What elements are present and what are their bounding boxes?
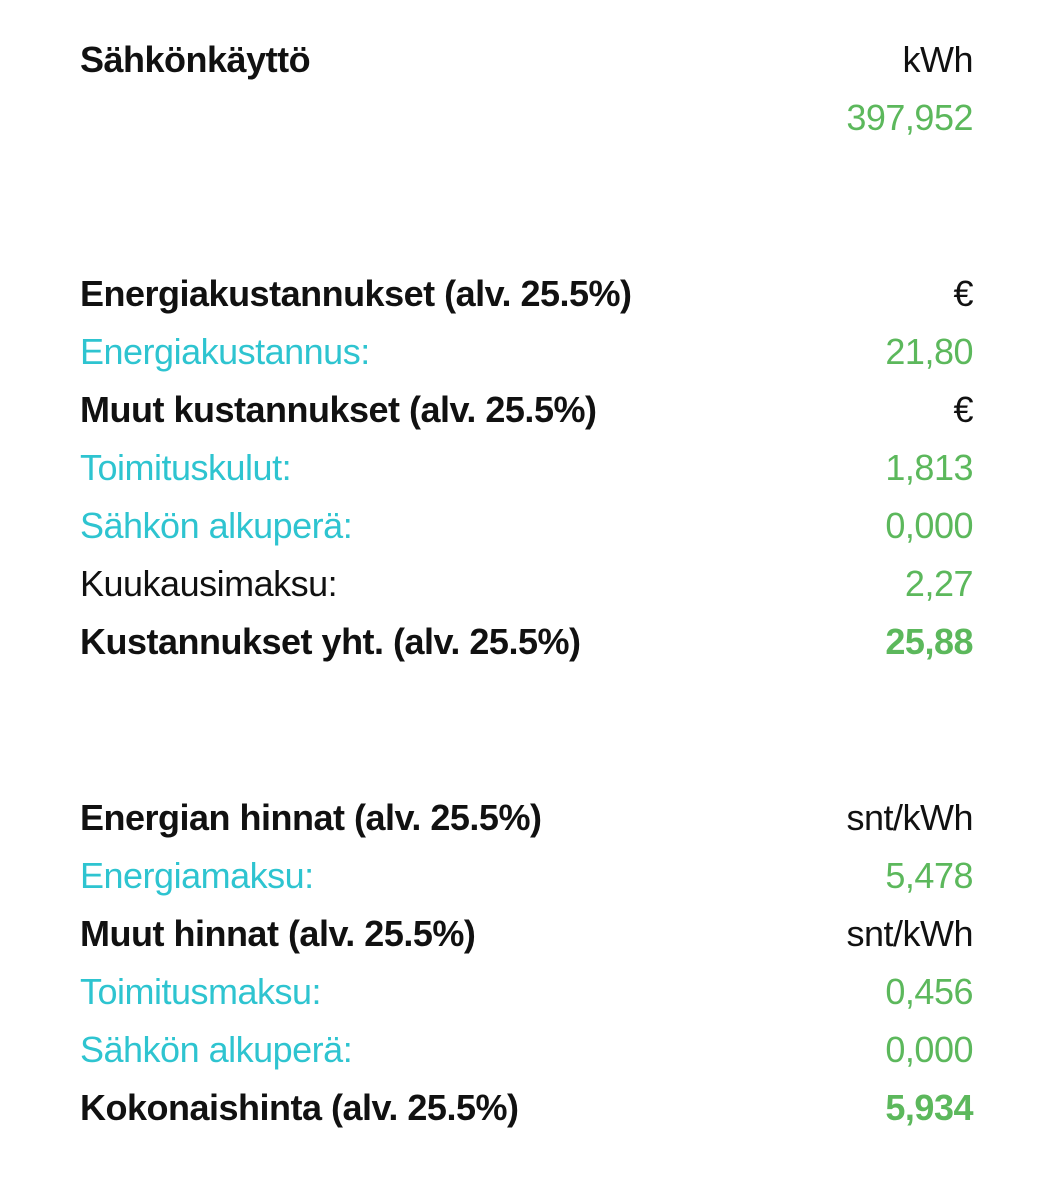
energy-cost-label[interactable]: Energiakustannus: bbox=[80, 331, 370, 372]
total-costs-label: Kustannukset yht. (alv. 25.5%) bbox=[80, 621, 581, 662]
consumption-unit: kWh bbox=[902, 39, 974, 80]
energy-fee-label[interactable]: Energiamaksu: bbox=[80, 855, 314, 896]
delivery-cost-row[interactable]: Toimituskulut: 1,813 bbox=[80, 439, 973, 497]
other-costs-unit: € bbox=[953, 389, 973, 430]
energy-prices-header-row: Energian hinnat (alv. 25.5%) snt/kWh bbox=[80, 789, 973, 847]
energy-prices-header: Energian hinnat (alv. 25.5%) bbox=[80, 797, 542, 838]
energy-prices-unit: snt/kWh bbox=[846, 797, 973, 838]
consumption-title: Sähkönkäyttö bbox=[80, 39, 311, 80]
other-prices-header-row: Muut hinnat (alv. 25.5%) snt/kWh bbox=[80, 905, 973, 963]
delivery-fee-row[interactable]: Toimitusmaksu: 0,456 bbox=[80, 963, 973, 1021]
monthly-fee-value: 2,27 bbox=[904, 563, 974, 604]
origin-price-row[interactable]: Sähkön alkuperä: 0,000 bbox=[80, 1021, 973, 1079]
energy-costs-header: Energiakustannukset (alv. 25.5%) bbox=[80, 273, 632, 314]
total-price-label: Kokonaishinta (alv. 25.5%) bbox=[80, 1087, 519, 1128]
energy-cost-value: 21,80 bbox=[885, 331, 973, 372]
delivery-cost-label[interactable]: Toimituskulut: bbox=[80, 447, 292, 488]
total-costs-row: Kustannukset yht. (alv. 25.5%) 25,88 bbox=[80, 613, 973, 671]
total-price-value: 5,934 bbox=[885, 1087, 973, 1128]
origin-price-label[interactable]: Sähkön alkuperä: bbox=[80, 1029, 353, 1070]
energy-cost-row[interactable]: Energiakustannus: 21,80 bbox=[80, 323, 973, 381]
consumption-value-row: 397,952 bbox=[80, 89, 973, 147]
delivery-fee-label[interactable]: Toimitusmaksu: bbox=[80, 971, 322, 1012]
origin-cost-value: 0,000 bbox=[885, 505, 973, 546]
origin-cost-row[interactable]: Sähkön alkuperä: 0,000 bbox=[80, 497, 973, 555]
monthly-fee-row: Kuukausimaksu: 2,27 bbox=[80, 555, 974, 613]
total-costs-value: 25,88 bbox=[885, 621, 973, 662]
other-prices-unit: snt/kWh bbox=[846, 913, 973, 954]
delivery-fee-value: 0,456 bbox=[885, 971, 973, 1012]
energy-costs-unit: € bbox=[953, 273, 973, 314]
origin-price-value: 0,000 bbox=[885, 1029, 973, 1070]
consumption-value: 397,952 bbox=[846, 97, 973, 138]
other-prices-header: Muut hinnat (alv. 25.5%) bbox=[80, 913, 476, 954]
origin-cost-label[interactable]: Sähkön alkuperä: bbox=[80, 505, 353, 546]
other-costs-header: Muut kustannukset (alv. 25.5%) bbox=[80, 389, 597, 430]
energy-costs-header-row: Energiakustannukset (alv. 25.5%) € bbox=[80, 265, 973, 323]
other-costs-header-row: Muut kustannukset (alv. 25.5%) € bbox=[80, 381, 973, 439]
consumption-header-row: Sähkönkäyttö kWh bbox=[80, 31, 973, 89]
energy-fee-value: 5,478 bbox=[885, 855, 973, 896]
energy-fee-row[interactable]: Energiamaksu: 5,478 bbox=[80, 847, 973, 905]
monthly-fee-label: Kuukausimaksu: bbox=[80, 563, 338, 604]
delivery-cost-value: 1,813 bbox=[885, 447, 973, 488]
total-price-row: Kokonaishinta (alv. 25.5%) 5,934 bbox=[80, 1079, 973, 1137]
